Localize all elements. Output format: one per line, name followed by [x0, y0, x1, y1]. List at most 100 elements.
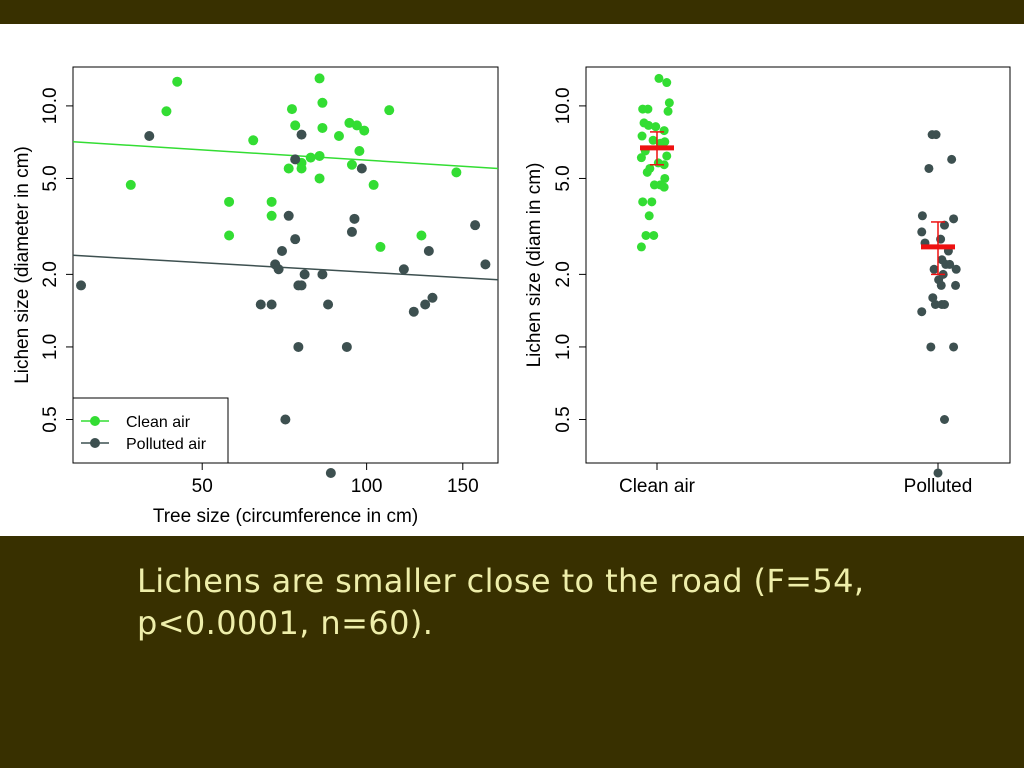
chart1-point-clean — [125, 179, 136, 190]
chart1-y-tick-label: 1.0 — [40, 334, 61, 360]
chart2-point-polluted — [940, 299, 949, 309]
chart2-point-polluted — [949, 342, 959, 352]
chart1-point-clean — [333, 131, 344, 142]
chart1-y-tick-label: 0.5 — [40, 406, 61, 432]
chart1-point-clean — [351, 120, 362, 131]
chart1-x-axis-label: Tree size (circumference in cm) — [153, 506, 418, 527]
chart1-point-polluted — [341, 341, 352, 352]
chart1-point-polluted — [283, 210, 294, 221]
chart1-point-polluted — [356, 163, 367, 174]
chart1-point-clean — [286, 104, 297, 115]
chart2-y-tick-label: 2.0 — [553, 261, 574, 287]
slide-caption: Lichens are smaller close to the road (F… — [137, 560, 957, 644]
chart2-point-polluted — [945, 259, 955, 269]
chart1-trend-line-clean — [72, 141, 499, 170]
chart1-point-polluted — [349, 213, 360, 224]
chart1-point-clean — [248, 135, 259, 146]
chart1-point-polluted — [427, 292, 438, 303]
chart1-x-tick-label: 100 — [351, 476, 383, 497]
chart1-point-polluted — [296, 129, 307, 140]
legend-label-clean: Clean air — [126, 414, 191, 431]
chart1-point-polluted — [144, 131, 155, 142]
bottom-color-band — [0, 536, 1024, 768]
chart2-y-tick-label: 5.0 — [553, 165, 574, 191]
chart2-point-polluted — [924, 163, 934, 173]
chart2-point-polluted — [930, 299, 940, 309]
chart2-point-clean — [636, 242, 646, 252]
chart2-point-clean — [660, 173, 670, 183]
chart1-point-clean — [317, 122, 328, 133]
chart1-point-clean — [384, 105, 395, 116]
chart2-point-polluted — [926, 342, 936, 352]
legend-marker-clean — [90, 416, 100, 426]
chart2-category-label: Polluted — [904, 476, 973, 497]
chart2-point-clean — [659, 126, 669, 136]
chart2-plot-frame — [585, 66, 1011, 464]
chart1-y-tick-label: 2.0 — [40, 261, 61, 287]
chart2-category-label: Clean air — [619, 476, 696, 497]
chart2-point-polluted — [949, 214, 959, 224]
chart1-point-polluted — [408, 306, 419, 317]
chart1-point-clean — [172, 76, 183, 87]
chart2-point-clean — [659, 182, 669, 192]
chart2-point-polluted — [951, 280, 961, 290]
chart2-point-clean — [647, 197, 657, 207]
chart2-point-clean — [637, 131, 647, 141]
chart2-point-clean — [641, 230, 651, 240]
chart2-point-clean — [636, 153, 646, 163]
chart2-point-clean — [662, 78, 672, 88]
chart2-point-clean — [664, 98, 674, 108]
chart1-point-clean — [296, 163, 307, 174]
chart1-point-polluted — [277, 246, 288, 257]
chart1-point-polluted — [299, 269, 310, 280]
chart1-point-polluted — [76, 280, 87, 291]
chart1-point-clean — [314, 173, 325, 184]
chart2-point-clean — [644, 211, 654, 221]
chart1-point-clean — [290, 120, 301, 131]
chart1-point-clean — [161, 106, 172, 117]
chart1-point-polluted — [293, 341, 304, 352]
chart2-point-polluted — [940, 220, 949, 230]
chart2-point-polluted — [940, 415, 949, 425]
chart2-point-clean — [651, 122, 661, 132]
chart2-y-tick-label: 10.0 — [553, 87, 574, 124]
chart1-y-axis-label: Lichen size (diameter in cm) — [12, 146, 33, 384]
chart2-point-clean — [643, 104, 653, 114]
chart1-point-polluted — [296, 280, 307, 291]
chart1-point-clean — [224, 230, 235, 241]
chart1-plot-frame — [72, 66, 499, 464]
chart1-point-clean — [314, 150, 325, 161]
legend-marker-polluted — [90, 438, 100, 448]
chart2-point-polluted — [929, 264, 939, 274]
chart2-y-axis-label: Lichen size (diam in cm) — [524, 163, 545, 368]
chart2-y-tick-label: 1.0 — [553, 334, 574, 360]
chart2-point-clean — [659, 160, 669, 170]
chart1-point-polluted — [420, 299, 431, 310]
chart1-point-polluted — [470, 220, 481, 231]
chart1-y-tick-label: 5.0 — [40, 165, 61, 191]
chart1-point-polluted — [255, 299, 266, 310]
chart1-x-tick-label: 150 — [447, 476, 479, 497]
chart1-point-polluted — [346, 226, 357, 237]
chart2-point-polluted — [936, 280, 946, 290]
legend-label-polluted: Polluted air — [126, 436, 207, 453]
chart2-point-clean — [663, 106, 673, 116]
chart1-point-clean — [266, 196, 277, 207]
chart1-point-clean — [359, 125, 370, 136]
chart2-point-clean — [638, 197, 648, 207]
chart1-point-clean — [416, 230, 427, 241]
chart2-point-clean — [644, 120, 654, 130]
chart2-point-polluted — [917, 211, 927, 221]
chart1-point-polluted — [423, 246, 434, 257]
caption-line-1: Lichens are smaller close to the road (F… — [137, 562, 865, 600]
chart2-point-clean — [648, 135, 658, 145]
chart1-x-tick-label: 50 — [192, 476, 213, 497]
chart1-point-clean — [375, 241, 386, 252]
chart1-point-clean — [314, 73, 325, 84]
chart2-point-polluted — [951, 264, 961, 274]
chart1-point-clean — [317, 97, 328, 108]
chart1-point-polluted — [280, 414, 291, 425]
top-color-band — [0, 0, 1024, 24]
chart1-point-polluted — [317, 269, 328, 280]
